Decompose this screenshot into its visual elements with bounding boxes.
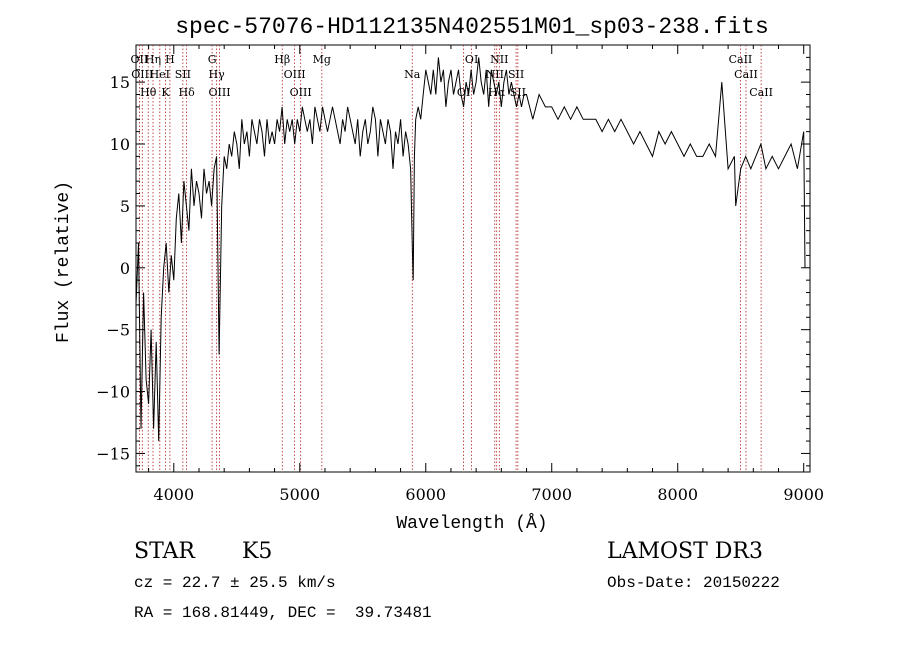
object-class: STAR — [134, 539, 195, 564]
y-tick-label: 15 — [110, 73, 130, 92]
spectral-line-label: H — [165, 53, 175, 66]
y-axis-label: Flux (relative) — [54, 181, 74, 343]
x-tick-label: 9000 — [783, 485, 824, 504]
plot-frame — [135, 44, 811, 473]
spectral-line-label: Hθ — [140, 86, 157, 99]
x-tick-label: 4000 — [153, 485, 194, 504]
spectral-line-label: NII — [486, 68, 504, 81]
x-tick-label: 5000 — [279, 485, 320, 504]
coordinates: RA = 168.81449, DEC = 39.73481 — [134, 604, 432, 622]
y-axis-ticks: −15 −10 −5 0 5 10 15 — [96, 56, 810, 467]
spectral-line-labels: OIIOIIIHθHηHeIKHSIIHδGHγOIIIHβOIIIOIIIMg… — [131, 53, 773, 99]
spectral-line-label: Mg — [313, 53, 331, 66]
spectral-line-label: OIII — [284, 68, 306, 81]
spectral-line-label: OII — [131, 53, 149, 66]
spectral-line-label: OIII — [131, 68, 153, 81]
spectral-line-label: Na — [404, 68, 421, 81]
y-tick-label: −10 — [96, 383, 130, 402]
x-tick-label: 8000 — [657, 485, 698, 504]
flux-series — [135, 57, 806, 442]
x-tick-label: 6000 — [405, 485, 446, 504]
spectral-line-label: Hδ — [179, 86, 196, 99]
spectral-line-label: OIII — [208, 86, 230, 99]
spectral-line-markers — [139, 45, 762, 472]
spectral-line-label: Hβ — [274, 53, 290, 66]
x-tick-label: 7000 — [531, 485, 572, 504]
y-tick-label: 5 — [120, 197, 130, 216]
spectral-line-label: SII — [508, 68, 524, 81]
chart-title: spec-57076-HD112135N402551M01_sp03-238.f… — [175, 14, 769, 40]
x-axis-label: Wavelength (Å) — [396, 513, 547, 534]
observation-date: Obs-Date: 20150222 — [607, 574, 780, 592]
x-axis-ticks: 4000 5000 6000 7000 8000 9000 — [148, 45, 824, 504]
spectral-line-label: HeI — [150, 68, 170, 81]
spectral-line-label: OI — [465, 53, 478, 66]
spectral-line-label: G — [208, 53, 217, 66]
spectral-line-label: NII — [490, 53, 508, 66]
spectral-line-label: SII — [175, 68, 191, 81]
spectral-line-label: CaII — [749, 86, 773, 99]
spectral-line-label: OIII — [290, 86, 312, 99]
flux-series-line — [135, 57, 806, 442]
spectral-line-label: CaII — [729, 53, 753, 66]
redshift-cz: cz = 22.7 ± 25.5 km/s — [134, 574, 336, 592]
object-subclass: K5 — [242, 539, 273, 564]
spectral-line-label: K — [161, 86, 170, 99]
spectral-line-label: CaII — [734, 68, 758, 81]
spectral-line-label: Hγ — [209, 68, 226, 81]
y-tick-label: −15 — [96, 444, 130, 463]
y-tick-label: 10 — [110, 135, 130, 154]
survey-name: LAMOST DR3 — [607, 539, 763, 564]
y-tick-label: −5 — [106, 321, 130, 340]
y-tick-label: 0 — [120, 259, 130, 278]
spectral-line-label: Hη — [145, 53, 161, 66]
